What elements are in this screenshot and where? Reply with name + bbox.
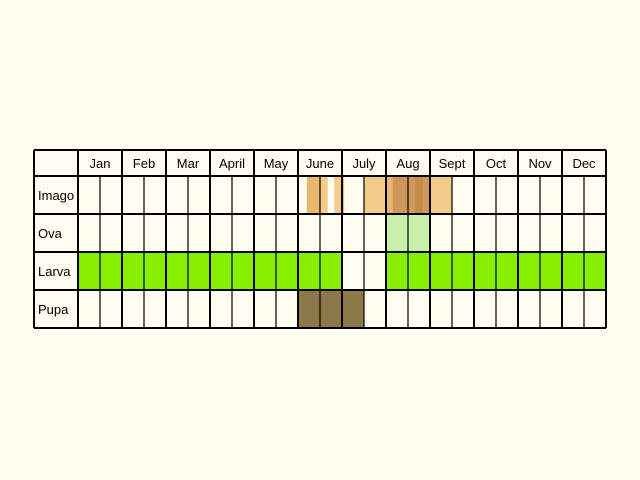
imago-period-cell bbox=[414, 176, 424, 214]
pupa-period-cell bbox=[342, 290, 364, 328]
month-label: July bbox=[352, 156, 376, 171]
month-label: Aug bbox=[396, 156, 419, 171]
larva-period-cell bbox=[518, 252, 540, 290]
month-label: Sept bbox=[439, 156, 466, 171]
stage-label: Pupa bbox=[38, 302, 69, 317]
larva-period-cell bbox=[452, 252, 474, 290]
larva-period-cell bbox=[430, 252, 452, 290]
larva-period-cell bbox=[540, 252, 562, 290]
larva-period-cell bbox=[100, 252, 122, 290]
imago-period-cell bbox=[430, 176, 452, 214]
larva-period-cell bbox=[298, 252, 320, 290]
ova-period-cell bbox=[408, 214, 430, 252]
imago-period-cell bbox=[408, 176, 415, 214]
month-label: Oct bbox=[486, 156, 507, 171]
larva-period-cell bbox=[562, 252, 584, 290]
imago-period-cell bbox=[306, 176, 320, 214]
ova-period-cell bbox=[386, 214, 408, 252]
imago-period-cell bbox=[364, 176, 386, 214]
month-label: Nov bbox=[528, 156, 552, 171]
imago-period-cell bbox=[342, 176, 345, 214]
larva-period-cell bbox=[584, 252, 606, 290]
imago-period-cell bbox=[386, 176, 393, 214]
calendar-grid bbox=[33, 149, 607, 329]
larva-period-cell bbox=[78, 252, 100, 290]
larva-period-cell bbox=[496, 252, 518, 290]
imago-period-cell bbox=[320, 176, 328, 214]
pupa-period-cell bbox=[298, 290, 320, 328]
stage-label: Imago bbox=[38, 188, 74, 203]
larva-period-cell bbox=[276, 252, 298, 290]
month-label: Dec bbox=[572, 156, 596, 171]
month-label: June bbox=[306, 156, 334, 171]
pupa-period-cell bbox=[320, 290, 342, 328]
calendar-labels: Jan Feb Mar April May June July Aug Sept Oct Nov De… bbox=[38, 156, 596, 317]
larva-period-cell bbox=[474, 252, 496, 290]
larva-period-cell bbox=[386, 252, 408, 290]
larva-period-cell bbox=[166, 252, 188, 290]
larva-period-cell bbox=[122, 252, 144, 290]
larva-period-cell bbox=[210, 252, 232, 290]
month-label: Feb bbox=[133, 156, 155, 171]
larva-period-cell bbox=[408, 252, 430, 290]
month-label: Jan bbox=[90, 156, 111, 171]
imago-period-cell bbox=[334, 176, 342, 214]
larva-period-cell bbox=[188, 252, 210, 290]
imago-period-cell bbox=[423, 176, 430, 214]
imago-period-cell bbox=[392, 176, 408, 214]
stage-label: Ova bbox=[38, 226, 63, 241]
stage-label: Larva bbox=[38, 264, 71, 279]
larva-period-cell bbox=[320, 252, 342, 290]
larva-period-cell bbox=[144, 252, 166, 290]
month-label: April bbox=[219, 156, 245, 171]
month-label: Mar bbox=[177, 156, 200, 171]
larva-period-cell bbox=[254, 252, 276, 290]
larva-period-cell bbox=[232, 252, 254, 290]
month-label: May bbox=[264, 156, 289, 171]
